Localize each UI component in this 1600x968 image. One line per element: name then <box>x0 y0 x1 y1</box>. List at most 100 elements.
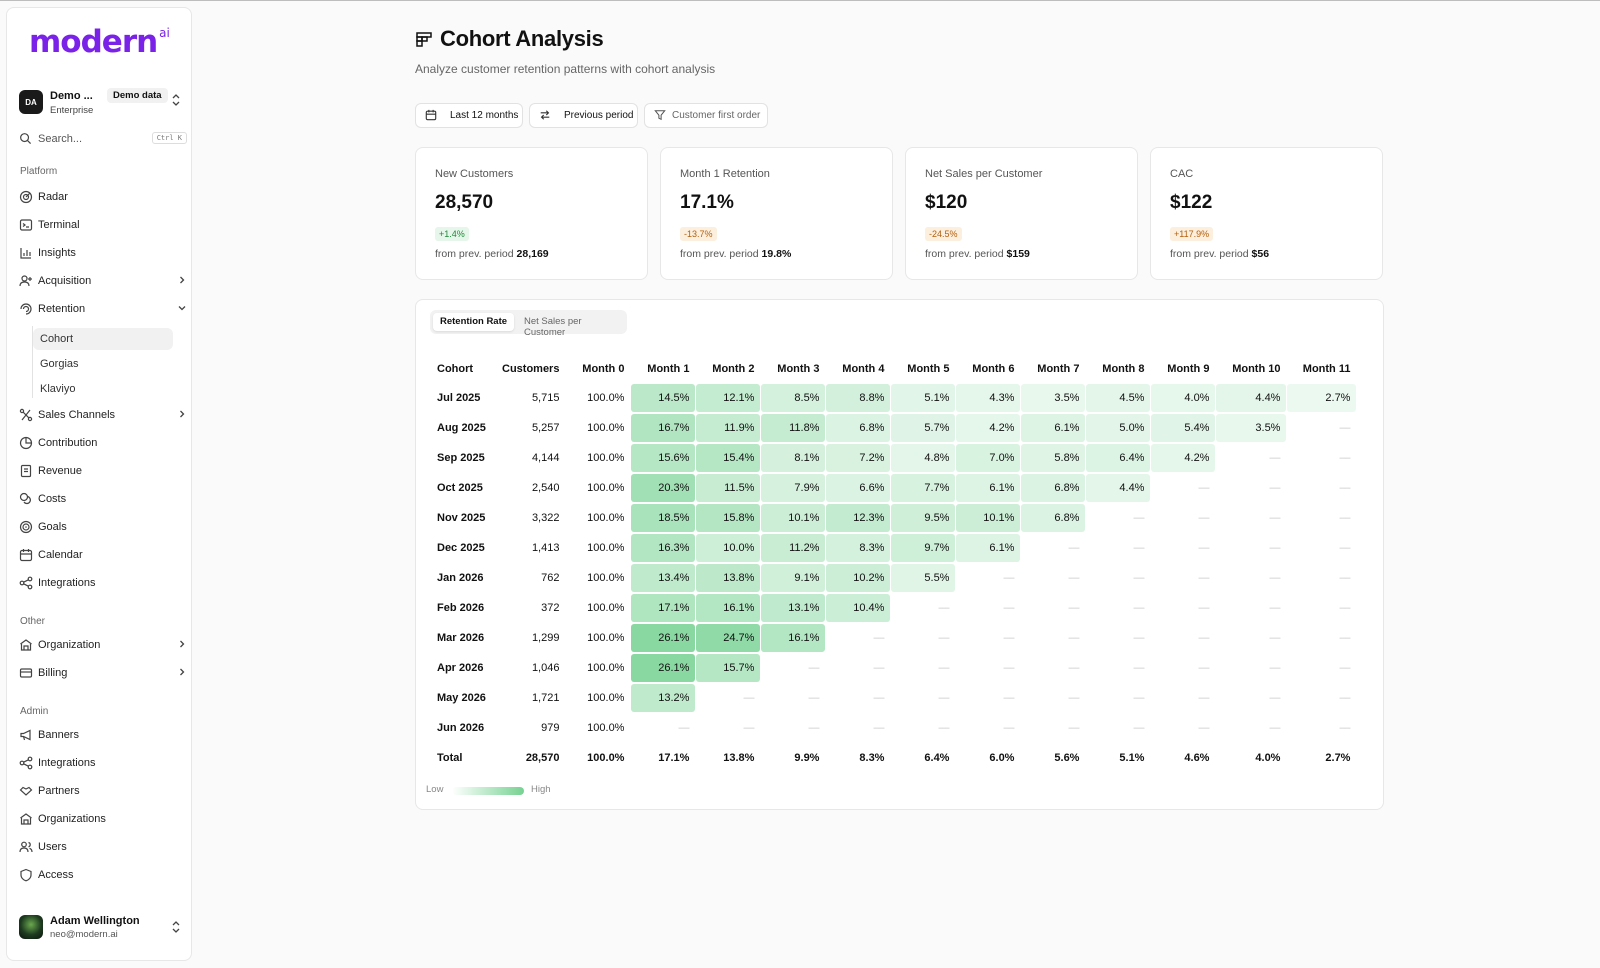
retention-cell: — <box>808 722 820 734</box>
retention-cell: 5.5% <box>891 564 956 592</box>
sidebar-item-integrations[interactable]: Integrations <box>19 571 187 595</box>
retention-cell: — <box>1068 692 1080 704</box>
chevron-right-icon <box>180 410 185 418</box>
retention-cell: — <box>1339 662 1351 674</box>
retention-cell: — <box>1339 542 1351 554</box>
column-header: Month 0 <box>582 363 625 375</box>
date-range-button[interactable]: Last 12 months <box>415 103 523 128</box>
sidebar-item-billing[interactable]: Billing <box>19 661 187 685</box>
retention-cell: 14.5% <box>631 384 696 412</box>
compare-period-button[interactable]: Previous period <box>529 103 638 128</box>
cohort-label: Feb 2026 <box>437 602 485 614</box>
retention-cell: 16.1% <box>696 594 761 622</box>
retention-cell: — <box>1133 542 1145 554</box>
retention-cell: — <box>938 692 950 704</box>
retention-cell: — <box>873 662 885 674</box>
sales-channels-icon <box>19 408 33 422</box>
retention-cell: 3.5% <box>1021 384 1086 412</box>
sidebar-item-calendar[interactable]: Calendar <box>19 543 187 567</box>
retention-cell: 10.1% <box>956 504 1021 532</box>
cohort-table-card: Retention Rate Net Sales per Customer Co… <box>415 299 1384 810</box>
retention-cell: — <box>1003 722 1015 734</box>
retention-cell: 6.6% <box>826 474 891 502</box>
retention-cell: — <box>1198 572 1210 584</box>
table-row: Feb 2026 372 100.0% 17.1% 16.1% 13.1% 10.4% — — —… <box>431 594 1356 622</box>
column-header: Month 6 <box>972 363 1015 375</box>
org-plan: Enterprise <box>50 105 94 116</box>
sidebar-item-access[interactable]: Access <box>19 863 187 887</box>
retention-cell: 100.0% <box>587 542 625 554</box>
retention-cell: — <box>1269 692 1281 704</box>
column-header: Month 11 <box>1302 363 1351 375</box>
sidebar-search[interactable]: Search... Ctrl K <box>19 130 187 150</box>
share-nodes-icon <box>19 756 33 770</box>
retention-cell: — <box>1133 722 1145 734</box>
coins-icon <box>19 492 31 505</box>
sidebar-item-organizations[interactable]: Organizations <box>19 807 187 831</box>
retention-cell: 3.5% <box>1216 414 1287 442</box>
section-other: Other <box>20 616 46 627</box>
users-icon <box>19 841 33 853</box>
cohort-label: Sep 2025 <box>437 452 485 464</box>
sidebar-item-acquisition[interactable]: Acquisition <box>19 269 187 293</box>
retention-cell: — <box>1198 542 1210 554</box>
sidebar-item-retention[interactable]: Retention <box>19 297 187 321</box>
sidebar-subitem-cohort[interactable]: Cohort <box>33 328 173 350</box>
retention-cell: 11.9% <box>696 414 761 442</box>
org-switcher[interactable]: DA Demo ... Demo data Enterprise <box>19 88 181 120</box>
retention-cell: 15.7% <box>696 654 761 682</box>
page-subtitle: Analyze customer retention patterns with… <box>415 62 716 76</box>
sidebar-item-sales-channels[interactable]: Sales Channels <box>19 403 187 427</box>
retention-cell: — <box>873 722 885 734</box>
sidebar-item-admin-integrations[interactable]: Integrations <box>19 751 187 775</box>
sidebar-subitem-klaviyo[interactable]: Klaviyo <box>40 383 76 395</box>
sidebar-item-insights[interactable]: Insights <box>19 241 187 265</box>
delta-badge: -24.5% <box>925 227 962 241</box>
table-total-row: Total 28,570 100.0% 17.1% 13.8% 9.9% 8.3% 6.4% 6… <box>431 744 1356 772</box>
sidebar-item-users[interactable]: Users <box>19 835 187 859</box>
cohort-label: Jul 2025 <box>437 392 481 404</box>
retention-cell: 13.8% <box>696 564 761 592</box>
tab-retention-rate[interactable]: Retention Rate <box>433 313 515 331</box>
legend-gradient <box>452 787 524 795</box>
sidebar-item-contribution[interactable]: Contribution <box>19 431 187 455</box>
sidebar-item-revenue[interactable]: Revenue <box>19 459 187 483</box>
metric-tabs: Retention Rate Net Sales per Customer <box>430 310 627 338</box>
retention-cell: — <box>1003 602 1015 614</box>
building-icon <box>20 639 32 651</box>
retention-cell: 10.4% <box>826 594 891 622</box>
cohort-filter-button[interactable]: Customer first order <box>644 103 768 128</box>
retention-cell: — <box>1003 572 1015 584</box>
sidebar-item-organization[interactable]: Organization <box>19 633 187 657</box>
retention-cell: 4.0% <box>1255 752 1281 764</box>
sidebar-item-terminal[interactable]: Terminal <box>19 213 187 237</box>
retention-cell: 100.0% <box>587 392 625 404</box>
table-row: Jun 2026 979 100.0% — — — — — — — — — — — <box>431 714 1356 742</box>
retention-cell: — <box>938 662 950 674</box>
chevron-down-icon <box>178 306 186 311</box>
retention-cell: 24.7% <box>696 624 761 652</box>
retention-cell: — <box>1068 662 1080 674</box>
retention-cell: 10.2% <box>826 564 891 592</box>
sidebar-item-partners[interactable]: Partners <box>19 779 187 803</box>
sidebar-item-goals[interactable]: Goals <box>19 515 187 539</box>
retention-cell: — <box>1339 452 1351 464</box>
sidebar-subitem-gorgias[interactable]: Gorgias <box>40 358 79 370</box>
sidebar-item-radar[interactable]: Radar <box>19 185 187 209</box>
sidebar-item-banners[interactable]: Banners <box>19 723 187 747</box>
retention-cell: 13.8% <box>723 752 755 764</box>
retention-cell: 13.2% <box>631 684 696 712</box>
user-menu[interactable]: Adam Wellington neo@modern.ai <box>19 913 181 947</box>
retention-cell: 8.3% <box>859 752 885 764</box>
modern-logo[interactable]: modern ai <box>29 24 170 60</box>
sidebar-item-costs[interactable]: Costs <box>19 487 187 511</box>
delta-badge: +117.9% <box>1170 227 1214 241</box>
retention-cell: — <box>938 632 950 644</box>
cohort-label: May 2026 <box>437 692 486 704</box>
customer-count: 4,144 <box>531 452 560 464</box>
user-avatar <box>19 915 43 939</box>
retention-cell: 6.8% <box>1021 504 1086 532</box>
cohort-label: Mar 2026 <box>437 632 485 644</box>
tab-net-sales-per-customer[interactable]: Net Sales per Customer <box>524 316 582 338</box>
retention-cell: 15.6% <box>631 444 696 472</box>
